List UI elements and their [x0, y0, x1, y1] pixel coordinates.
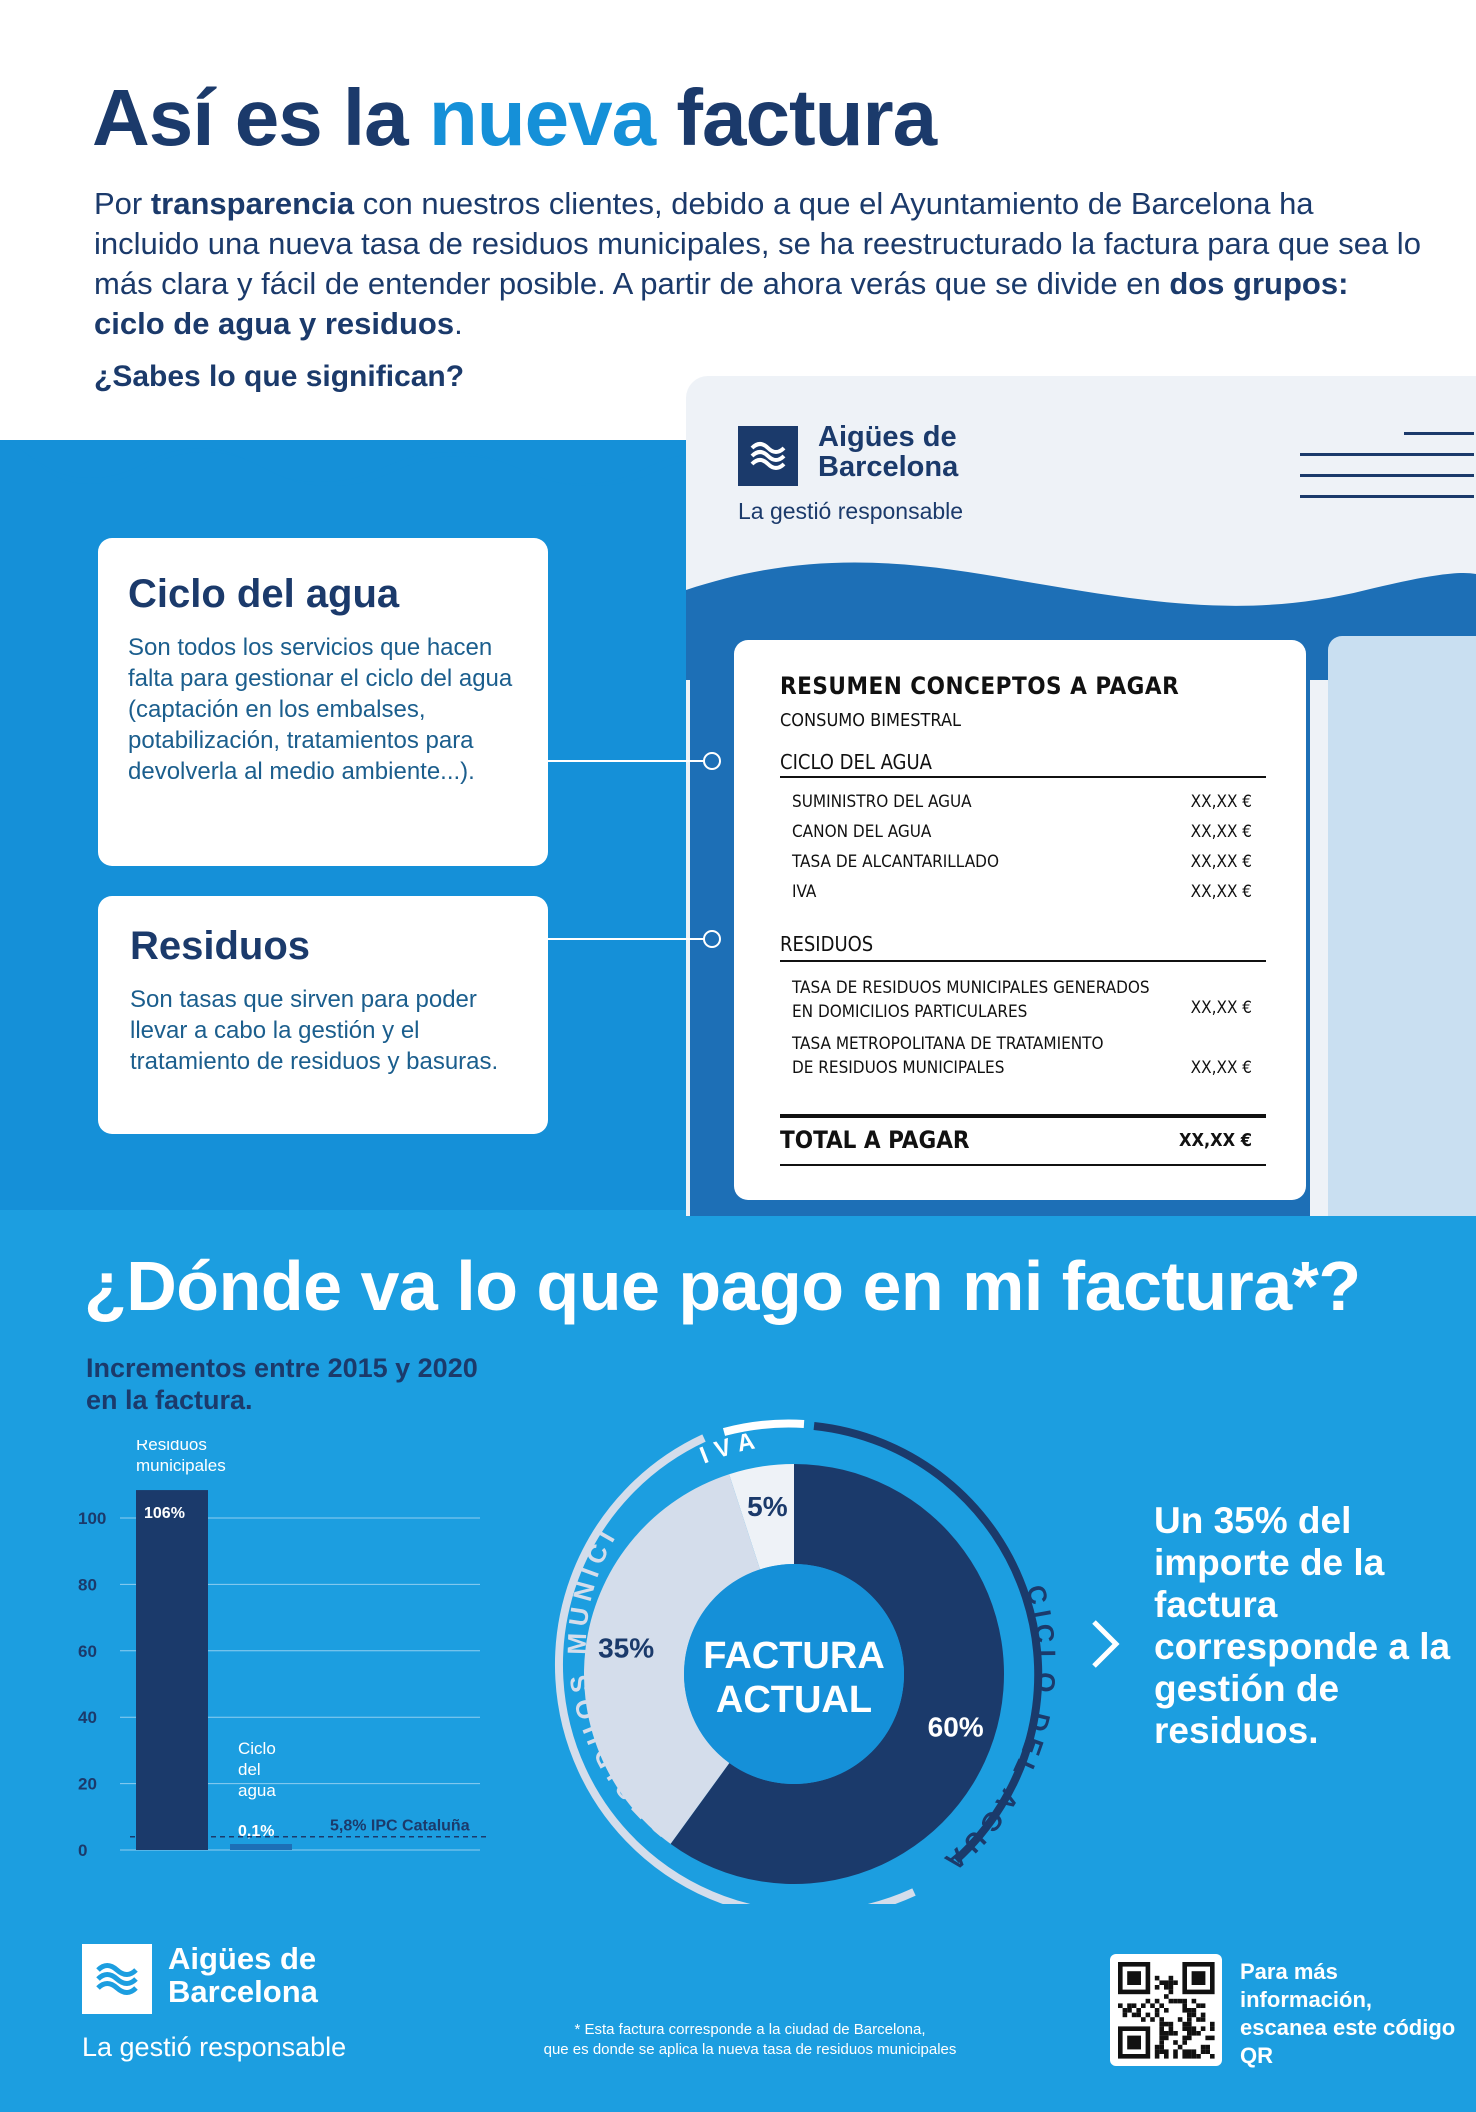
aigues-logo-icon	[738, 426, 798, 486]
invoice-row-label: TASA DE ALCANTARILLADO	[792, 852, 999, 872]
divider	[780, 776, 1266, 778]
bar	[136, 1490, 208, 1850]
section-heading: ¿Dónde va lo que pago en mi factura*?	[84, 1247, 1361, 1325]
donut-slice	[729, 1464, 794, 1570]
invoice-row-value: XX,XX €	[1190, 998, 1252, 1018]
waste-ring	[554, 1434, 916, 1904]
center-label: ACTUAL	[716, 1679, 872, 1721]
donut-slice	[670, 1464, 1004, 1884]
y-tick-label: 60	[78, 1642, 97, 1661]
invoice-row-label: TASA METROPOLITANA DE TRATAMIENTO	[792, 1034, 1104, 1054]
brand-tagline: La gestió responsable	[82, 2032, 347, 2062]
increments-bar-chart: 0 20 40 60 80 100 106% Residuos municipales 0,1% C…	[78, 1440, 490, 1860]
bar-category-label: agua	[238, 1781, 276, 1800]
card-title: Residuos	[130, 924, 311, 968]
invoice-section-water: CICLO DEL AGUA	[780, 750, 932, 774]
bar-category-label: del	[238, 1760, 261, 1779]
brand-name-line2: Barcelona	[168, 1974, 318, 2009]
ipc-reference-label: 5,8% IPC Cataluña	[330, 1818, 470, 1835]
total-divider	[780, 1114, 1266, 1118]
chart-subtitle: Incrementos entre 2015 y 2020 en la fact…	[86, 1353, 478, 1415]
chevron-right-icon	[1092, 1620, 1120, 1668]
intro-text-1: Por	[94, 186, 151, 221]
iva-ring-label: IVA	[696, 1426, 765, 1469]
invoice-row-value: XX,XX €	[1190, 792, 1252, 812]
qr-code[interactable]	[1110, 1954, 1222, 2066]
card-text: Son tasas que sirven para poder llevar a…	[130, 986, 499, 1075]
slice-value-label: 35%	[598, 1632, 654, 1663]
card-title: Ciclo del agua	[128, 572, 400, 616]
invoice-header-lines	[1300, 432, 1476, 516]
bar-value-label: 106%	[144, 1505, 185, 1522]
divider	[780, 1164, 1266, 1166]
qr-code-image	[1118, 1962, 1215, 2059]
invoice-side-panel	[1328, 636, 1476, 1216]
brand-tagline: La gestió responsable	[738, 498, 964, 524]
donut-center	[684, 1564, 904, 1784]
divider	[780, 960, 1266, 962]
invoice-row-label: TASA DE RESIDUOS MUNICIPALES GENERADOS	[792, 978, 1150, 998]
card-water-cycle: Ciclo del agua Son todos los servicios q…	[98, 538, 548, 866]
connector-dot	[703, 752, 721, 770]
y-tick-label: 20	[78, 1775, 97, 1794]
y-tick-label: 0	[78, 1841, 87, 1860]
y-tick-label: 100	[78, 1509, 106, 1528]
iva-ring	[722, 1419, 805, 1436]
invoice-row-value: XX,XX €	[1190, 822, 1252, 842]
invoice-row-value: XX,XX €	[1190, 882, 1252, 902]
invoice-total-label: TOTAL A PAGAR	[780, 1126, 970, 1154]
cloud-wave-divider	[0, 440, 700, 490]
bar-category-label: municipales	[136, 1456, 226, 1475]
connector-line	[548, 938, 704, 940]
slice-value-label: 60%	[928, 1712, 984, 1743]
bar-value-label: 0,1%	[238, 1823, 274, 1840]
intro-paragraph: Por transparencia con nuestros clientes,…	[94, 184, 1424, 344]
card-text: Son todos los servicios que hacen falta …	[128, 634, 513, 785]
invoice-row-label: CANON DEL AGUA	[792, 822, 932, 842]
brand-name-line1: Aigües de	[168, 1941, 317, 1976]
brand-name-line1: Aigües de	[818, 421, 957, 453]
invoice-row-label: IVA	[792, 882, 817, 902]
invoice-row-label: EN DOMICILIOS PARTICULARES	[792, 1002, 1028, 1022]
invoice-row-value: XX,XX €	[1190, 852, 1252, 872]
card-waste: Residuos Son tasas que sirven para poder…	[98, 896, 548, 1134]
invoice-row-label: DE RESIDUOS MUNICIPALES	[792, 1058, 1005, 1078]
donut-slice	[584, 1474, 761, 1844]
y-tick-label: 40	[78, 1708, 97, 1727]
question-heading: ¿Sabes lo que significan?	[94, 360, 465, 393]
bar-category-label: Residuos	[136, 1440, 207, 1454]
page-title: Así es la nueva factura	[92, 78, 937, 158]
center-label: FACTURA	[703, 1635, 885, 1677]
invoice-row-label: SUMINISTRO DEL AGUA	[792, 792, 972, 812]
intro-text-2: con nuestros clientes, debido a que el A…	[94, 186, 1421, 301]
callout-text: Un 35% del importe de la factura corresp…	[1154, 1500, 1451, 1751]
water-cycle-ring	[813, 1422, 1043, 1863]
title-highlight: nueva	[428, 73, 656, 162]
intro-bold-1: transparencia	[150, 186, 355, 221]
footnote: * Esta factura corresponde a la ciudad d…	[470, 2020, 1030, 2060]
connector-line	[548, 760, 704, 762]
title-part2: factura	[676, 73, 937, 162]
bar	[230, 1844, 292, 1850]
invoice-row-value: XX,XX €	[1190, 1058, 1252, 1078]
invoice-title: RESUMEN CONCEPTOS A PAGAR	[780, 672, 1180, 700]
invoice-subtitle: CONSUMO BIMESTRAL	[780, 710, 962, 731]
connector-dot	[703, 930, 721, 948]
footnote-line2: que es donde se aplica la nueva tasa de …	[543, 2041, 957, 2058]
brand-name-line2: Barcelona	[818, 451, 959, 483]
intro-text-3: .	[454, 306, 463, 341]
title-part1: Así es la	[92, 73, 409, 162]
slice-value-label: 5%	[747, 1491, 788, 1522]
invoice-section-waste: RESIDUOS	[780, 932, 874, 956]
intro-bold-2: dos grupos: ciclo de agua y residuos	[94, 266, 1349, 341]
bar-category-label: Ciclo	[238, 1739, 276, 1758]
invoice-summary: RESUMEN CONCEPTOS A PAGAR CONSUMO BIMEST…	[734, 640, 1306, 1200]
invoice-total-value: XX,XX €	[1178, 1130, 1252, 1151]
aigues-logo-icon	[82, 1944, 152, 2014]
y-tick-label: 80	[78, 1575, 97, 1594]
footnote-line1: * Esta factura corresponde a la ciudad d…	[574, 2021, 926, 2038]
qr-caption: Para más información, escanea este códig…	[1240, 1959, 1456, 2068]
